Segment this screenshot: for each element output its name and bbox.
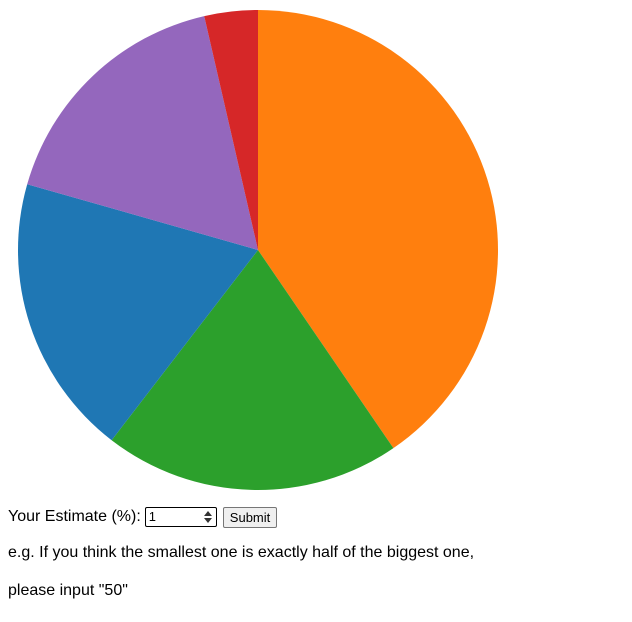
pie-slice-5 [204,10,258,250]
spinner-arrows-icon[interactable] [203,510,212,524]
pie-chart [18,10,499,490]
spin-up-icon[interactable] [203,511,212,516]
spin-down-icon[interactable] [203,518,212,523]
estimate-stepper[interactable] [144,507,217,527]
instruction-line-2: please input "50" [8,582,128,599]
estimate-input[interactable] [145,508,199,525]
estimate-label: Your Estimate (%): [8,508,141,525]
submit-button[interactable]: Submit [222,506,278,528]
pie-slice-3 [18,184,259,441]
pie-slice-4 [27,16,259,250]
instruction-line-1: e.g. If you think the smallest one is ex… [8,544,475,561]
pie-slice-2 [111,250,394,490]
pie-slice-1 [258,10,499,449]
estimate-form: Your Estimate (%): Submit [8,504,278,530]
